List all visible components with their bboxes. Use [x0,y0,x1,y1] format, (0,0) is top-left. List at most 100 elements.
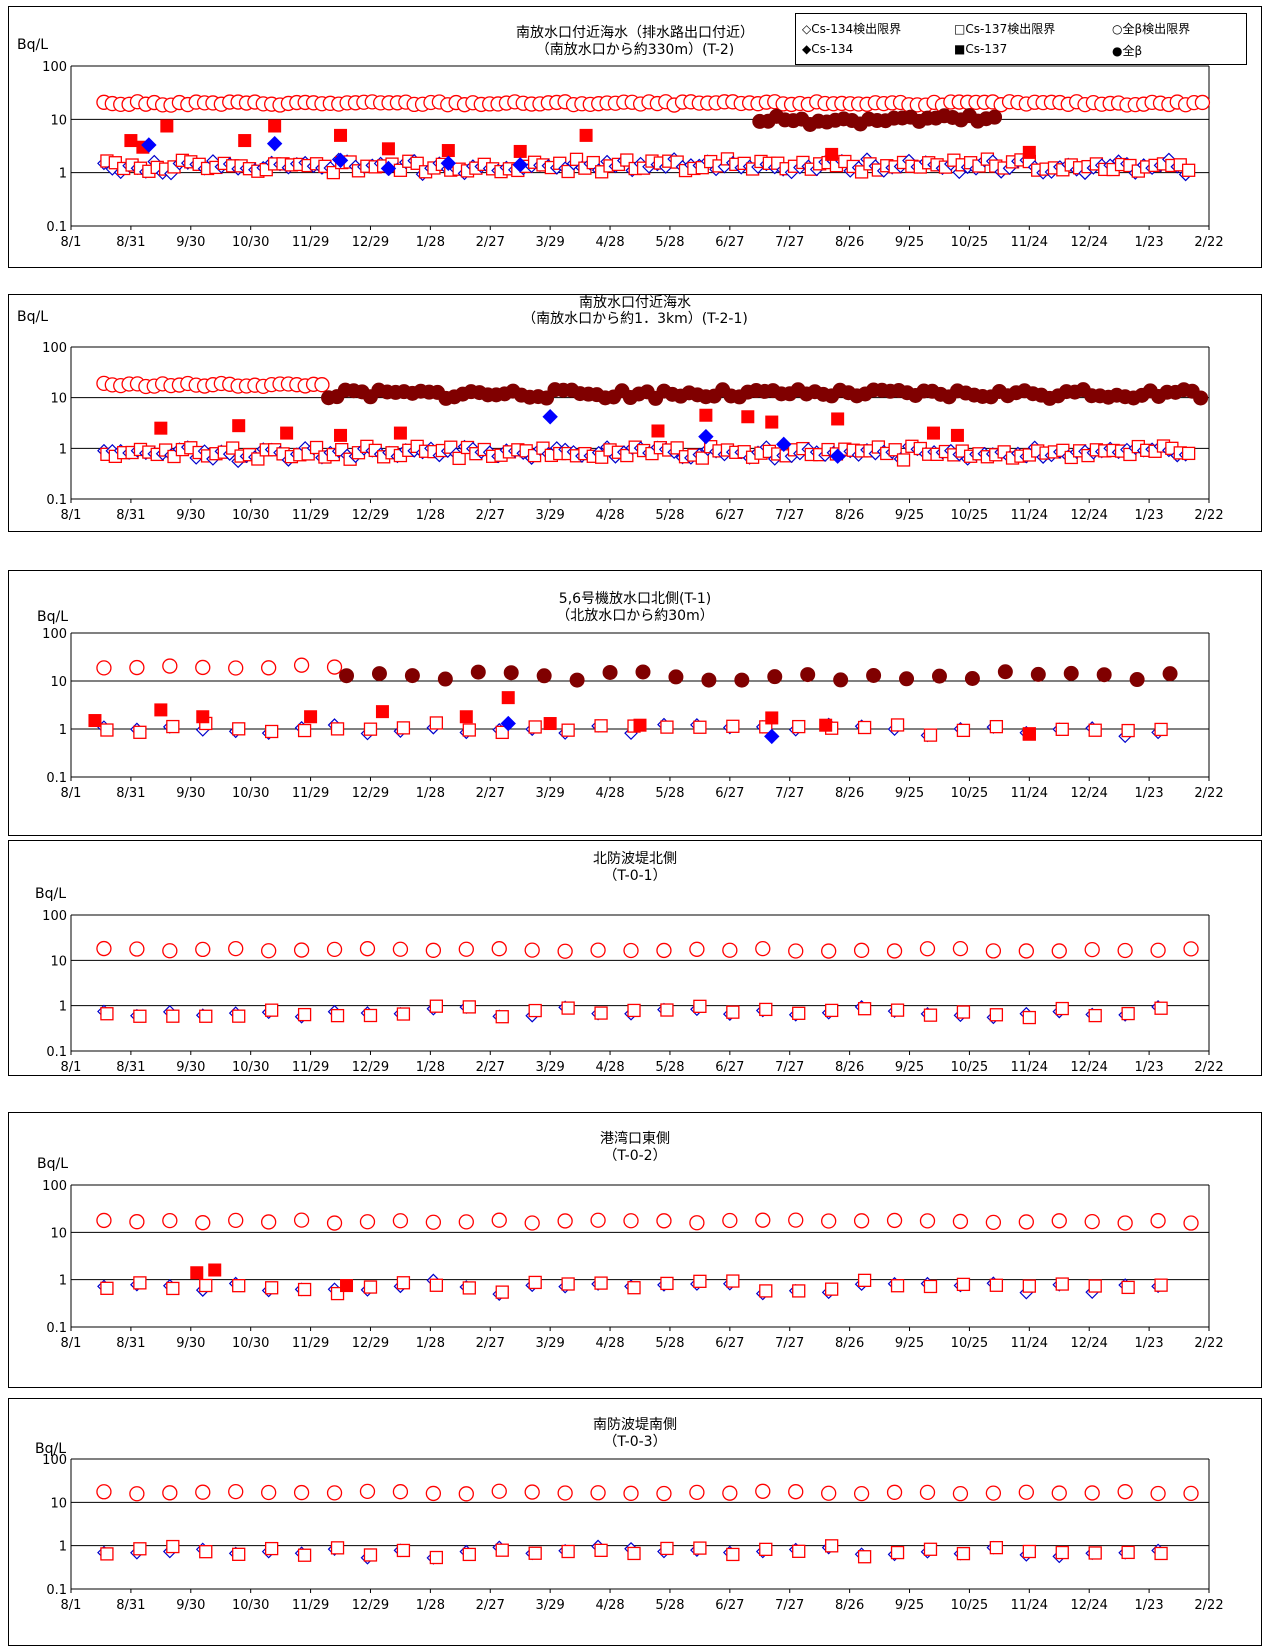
beta-dl-point [656,1485,672,1502]
x-tick-label: 10/30 [232,235,269,250]
cs137-dl-point [1088,723,1102,737]
chart-title-1b: （南放水口から約330m）(T-2) [535,42,735,58]
beta-point [635,664,651,680]
beta-dl-point [853,1485,870,1502]
cs137-dl-point [100,723,114,737]
cs137-dl-point [594,719,608,733]
beta-dl-point [326,1485,343,1501]
beta-dl-point [623,1213,639,1229]
legend-label-beta: ●全β [1112,44,1143,58]
cs137-point [825,147,839,161]
cs137-dl-point [462,1281,476,1295]
cs137-dl-point [396,1276,411,1290]
cs137-dl-point [495,1543,509,1557]
cs137-dl-point [660,720,674,734]
cs137-point [501,691,515,705]
chart-panel-5: 港湾口東側 （T-0-2） Bq/L 100 10 1 0.1 8/1 8/31 9/30 1… [8,1112,1262,1388]
cs137-point [268,119,282,133]
y-tick-label: 1 [59,442,67,457]
x-tick-label: 2/27 [476,786,505,801]
beta-dl-point [195,1484,211,1500]
x-tick-label: 6/27 [715,786,744,801]
chart-title-6a: 南防波堤南側 [593,1417,677,1433]
cs137-point [543,717,557,731]
beta-point [866,667,882,683]
cs137-dl-point [166,1539,180,1554]
x-tick-label: 3/29 [536,508,565,523]
legend-item-beta: ●全β [1112,42,1142,59]
beta-dl-point [755,940,771,957]
x-tick-label: 9/25 [895,235,924,250]
cs137-point [1022,145,1036,159]
cs137-dl-point [890,1279,905,1293]
x-tick-label: 12/29 [352,1060,389,1075]
cs137-dl-point [956,1277,971,1292]
x-tick-label: 8/1 [61,1060,82,1075]
cs137-point [375,705,389,719]
y-tick-label: 1 [59,723,67,738]
beta-dl-point [129,1214,145,1230]
cs137-dl-point [792,1284,806,1298]
beta-dl-point [195,659,211,676]
cs137-dl-point [561,1544,575,1559]
cs137-dl-point [627,1546,641,1561]
x-tick-label: 7/27 [775,1060,804,1075]
beta-dl-point [1183,1215,1199,1231]
cs137-dl-point [232,1009,246,1023]
x-tick-label: 1/23 [1135,1060,1164,1075]
cs137-dl-point [561,1277,575,1291]
cs137-point [160,119,174,133]
cs137-dl-point [232,722,246,736]
x-tick-label: 11/24 [1011,508,1048,523]
cs137-point [765,415,779,429]
beta-dl-point [261,1484,277,1501]
cs137-dl-point [759,1284,773,1298]
cs137-dl-point [363,1548,378,1562]
beta-dl-point [458,1214,474,1230]
x-tick-label: 11/24 [1011,235,1048,250]
cs137-dl-point [1181,163,1196,177]
beta-dl-point [853,942,870,958]
x-tick-label: 9/30 [176,508,205,523]
beta-point [1162,666,1178,682]
beta-dl-point [524,1484,540,1500]
cs137-dl-point [452,451,466,466]
cs137-dl-point [1055,1001,1069,1016]
x-tick-label: 7/27 [775,786,804,801]
cs137-dl-point [890,1003,905,1017]
beta-dl-point [293,1484,310,1501]
x-tick-label: 8/1 [61,508,82,523]
x-tick-label: 10/25 [951,1060,988,1075]
cs137-dl-point [297,1007,312,1022]
cs137-point [459,710,473,724]
cs137-dl-point [1154,1001,1168,1015]
y-axis-unit-6: Bq/L [35,1441,67,1457]
cs137-point [196,710,210,724]
cs137-dl-point [429,716,444,730]
cs137-dl-point [133,725,147,739]
x-tick-label: 6/27 [715,1336,744,1351]
cs137-dl-point [100,1547,114,1561]
x-tick-label: 10/25 [951,786,988,801]
beta-dl-point [952,1213,969,1230]
cs137-dl-point [888,443,902,457]
x-tick-label: 2/27 [476,1598,505,1613]
cs134-point [829,448,846,464]
cs137-dl-point [660,1276,674,1291]
x-tick-label: 8/1 [61,1598,82,1613]
cs137-dl-point [462,1000,476,1014]
beta-dl-point [293,1212,310,1228]
x-tick-label: 8/26 [835,1598,864,1613]
cs137-dl-point [1121,1545,1135,1560]
x-tick-label: 12/29 [352,235,389,250]
beta-point [767,669,783,685]
beta-dl-point [557,1213,573,1229]
cs137-dl-point [495,1010,509,1024]
cs137-point [280,426,294,440]
beta-dl-point [886,943,903,959]
beta-dl-point [1051,1213,1067,1229]
cs137-dl-point [890,1545,905,1560]
x-tick-label: 10/30 [232,786,269,801]
beta-dl-point [623,942,639,959]
chart-title-6b: （T-0-3） [603,1434,667,1450]
